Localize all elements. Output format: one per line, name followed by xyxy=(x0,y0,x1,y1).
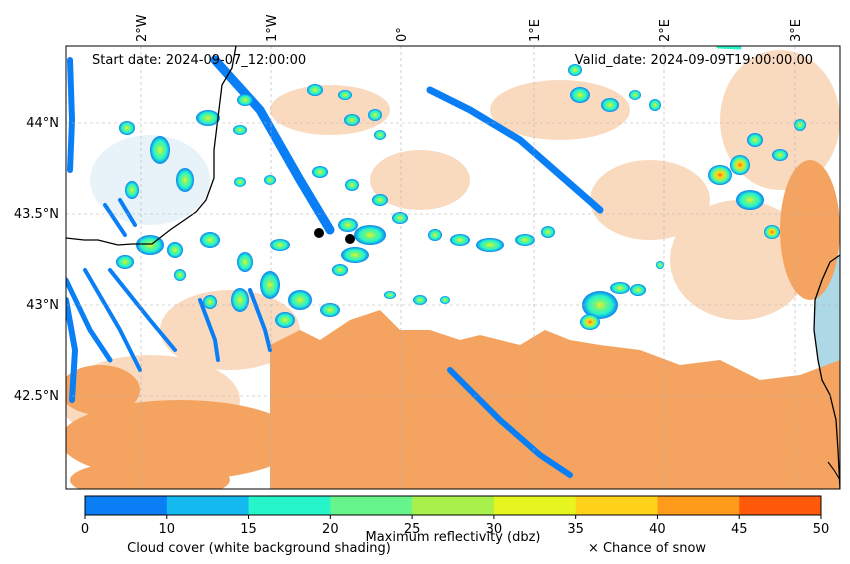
map-layers xyxy=(66,46,840,489)
colorbar-border xyxy=(84,495,822,516)
colorbar-ticks: 0 10 15 20 25 30 35 40 45 50 xyxy=(81,515,829,537)
colorbar-tick-label: 40 xyxy=(649,522,666,537)
lat-label: 43.5°N xyxy=(14,207,59,222)
lon-label: 1°E xyxy=(528,19,543,42)
lon-label: 3°E xyxy=(789,19,804,42)
cloud-cover-label: Cloud cover (white background shading) xyxy=(127,541,391,556)
colorbar-tick-label: 50 xyxy=(813,522,830,537)
valid-date-label: Valid_date: 2024-09-09T19:00:00.00 xyxy=(575,53,813,68)
map-frame xyxy=(65,45,841,490)
longitude-labels: 2°W 1°W 0° 1°E 2°E 3°E xyxy=(135,14,804,42)
lon-label: 0° xyxy=(395,27,410,42)
convective-cells xyxy=(116,64,806,330)
colorbar-tick-label: 20 xyxy=(322,522,339,537)
colorbar-segment xyxy=(166,496,250,515)
colorbar-segment xyxy=(330,496,413,515)
colorbar-segment xyxy=(248,496,331,515)
latitude-labels: 44°N 43.5°N 43°N 42.5°N xyxy=(14,116,59,404)
location-marker xyxy=(345,234,355,244)
colorbar-tick-label: 10 xyxy=(159,522,176,537)
lon-label: 2°E xyxy=(658,19,673,42)
snow-chance-label: × Chance of snow xyxy=(588,541,706,556)
colorbar-tick-label: 25 xyxy=(404,522,421,537)
colorbar-tick-label: 35 xyxy=(567,522,584,537)
colorbar-segment xyxy=(739,496,822,515)
colorbar-segment xyxy=(85,496,168,515)
location-marker xyxy=(314,228,324,238)
start-date-label: Start date: 2024-09-07_12:00:00 xyxy=(92,53,306,68)
grid-lines xyxy=(66,46,840,489)
lat-label: 44°N xyxy=(26,116,59,131)
colorbar-segment xyxy=(493,496,577,515)
dense-cloud-cover xyxy=(66,160,840,489)
reflectivity-label: Maximum reflectivity (dbz) xyxy=(366,530,541,545)
coastline-south-east xyxy=(827,461,840,481)
colorbar-segment xyxy=(412,496,495,515)
colorbar-tick-label: 45 xyxy=(731,522,748,537)
lat-label: 42.5°N xyxy=(14,389,59,404)
colorbar-tick-label: 15 xyxy=(240,522,257,537)
colorbar-segment xyxy=(657,496,740,515)
colorbar-segment xyxy=(575,496,658,515)
colorbar-tick-label: 30 xyxy=(486,522,503,537)
colorbar xyxy=(84,495,822,516)
reflectivity-streaks xyxy=(66,46,742,478)
lat-label: 43°N xyxy=(26,298,59,313)
coastline-west xyxy=(66,46,237,246)
colorbar-tick-label: 0 xyxy=(81,522,89,537)
lon-label: 2°W xyxy=(135,14,150,42)
lon-label: 1°W xyxy=(265,14,280,42)
coastline-east xyxy=(813,254,840,489)
